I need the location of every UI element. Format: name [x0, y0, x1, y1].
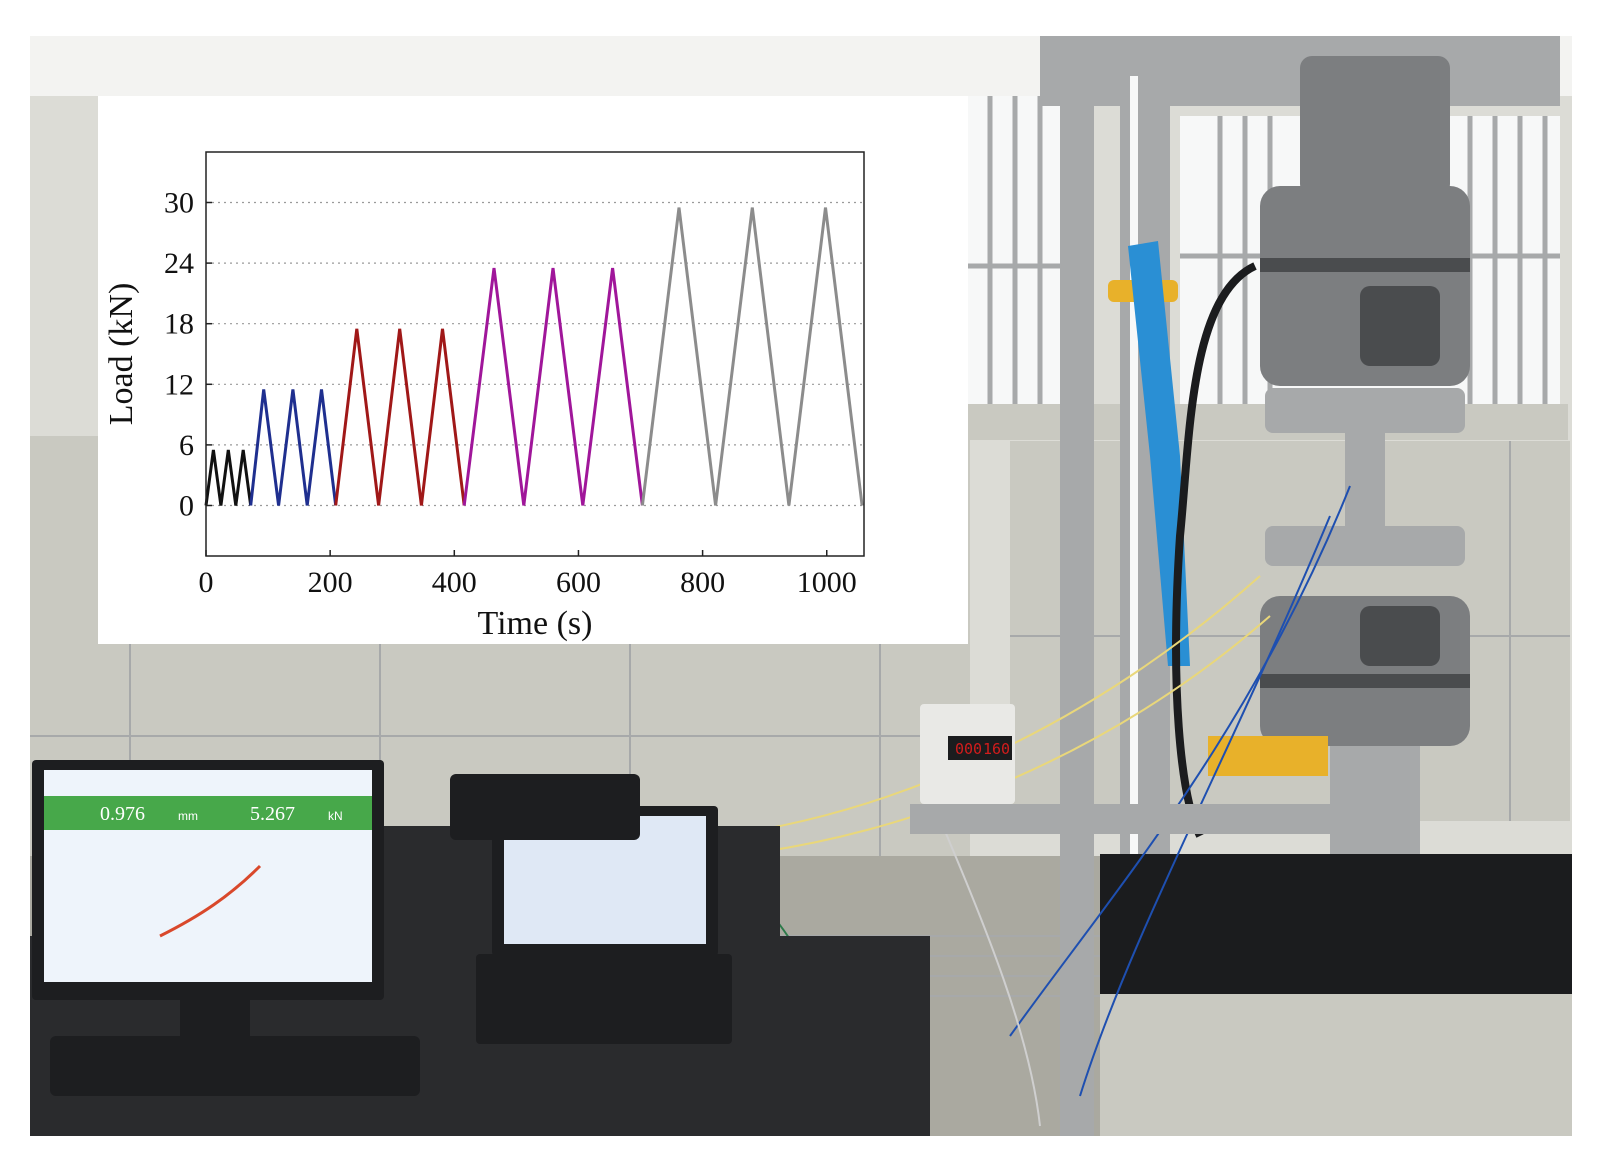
x-axis-title: Time (s)	[478, 605, 593, 642]
upper-adapter	[1265, 388, 1465, 433]
y-tick-label: 24	[164, 247, 194, 280]
machine-base-lower	[1100, 994, 1572, 1136]
monitor-stand	[180, 1000, 250, 1040]
blue-ribbon	[1128, 241, 1190, 666]
lower-grip-band	[1260, 674, 1470, 688]
column-shine	[1130, 76, 1138, 906]
load-cell	[1300, 56, 1450, 196]
monitor-readout-left: 0.976	[100, 803, 145, 825]
y-tick-label: 18	[164, 308, 194, 341]
series-line-1	[204, 449, 253, 506]
chart-canvas: 0 200 400 600 800 1000 0 6 12 18 24 30 Time (s) Loa…	[103, 151, 865, 642]
x-tick-label: 1000	[797, 566, 857, 599]
upper-grip-band	[1260, 258, 1470, 272]
x-tick-label: 400	[432, 566, 477, 599]
monitor-header	[44, 796, 372, 830]
monitor-readout-right-unit: kN	[328, 809, 343, 823]
psu-display	[948, 736, 1012, 760]
x-tick-label: 0	[199, 566, 214, 599]
machine-base	[1100, 854, 1572, 994]
y-tick-label: 12	[164, 368, 194, 401]
laptop-base	[476, 954, 732, 1044]
series-line-2	[249, 389, 338, 506]
grid	[206, 201, 864, 507]
lower-adapter	[1265, 526, 1465, 566]
monitor-readout-left-unit: mm	[178, 809, 198, 823]
series-line-3	[334, 328, 466, 506]
keyboard	[50, 1036, 420, 1096]
specimen	[1345, 433, 1385, 533]
router	[450, 774, 640, 840]
hydraulic-hose	[1172, 262, 1257, 838]
upper-grip-jaw	[1360, 286, 1440, 366]
yellow-block	[1208, 736, 1328, 776]
series-line-4	[462, 267, 644, 506]
window	[968, 96, 1068, 426]
x-tick-label: 600	[556, 566, 601, 599]
tick-labels: 0 200 400 600 800 1000 0 6 12 18 24 30	[164, 187, 857, 600]
psu-readout-2: 160	[983, 740, 1010, 758]
monitor-curve	[159, 864, 262, 938]
psu-shelf	[910, 804, 1380, 834]
psu-readout: 000	[955, 740, 982, 758]
series	[204, 207, 864, 506]
machine-column-left	[1060, 96, 1094, 1136]
y-tick-label: 0	[179, 490, 194, 523]
plot-frame	[205, 151, 865, 557]
load-time-chart: 0 200 400 600 800 1000 0 6 12 18 24 30 Time (s) Loa…	[98, 96, 968, 644]
x-tick-label: 200	[308, 566, 353, 599]
series-line-5	[640, 207, 864, 506]
y-tick-label: 30	[164, 187, 194, 220]
x-tick-label: 800	[680, 566, 725, 599]
y-axis-title: Load (kN)	[103, 283, 140, 426]
monitor-readout-right: 5.267	[250, 803, 295, 825]
y-tick-label: 6	[179, 429, 194, 462]
lower-grip-jaw	[1360, 606, 1440, 666]
ticks	[205, 201, 828, 556]
